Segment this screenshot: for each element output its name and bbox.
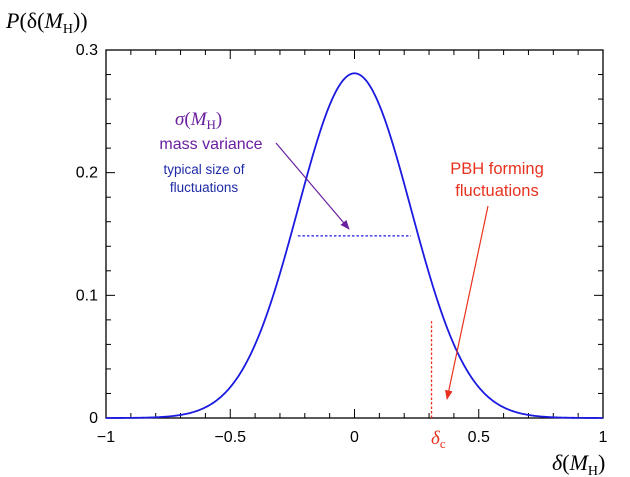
- probability-distribution-curve: [106, 72, 603, 419]
- plot-frame: [105, 49, 604, 419]
- pbh-forming-label-line-2: fluctuations: [455, 182, 538, 200]
- pbh-forming-label: PBH forming: [450, 160, 544, 178]
- x-tick-label: 1: [599, 429, 608, 446]
- y-tick-label: 0.3: [76, 42, 98, 59]
- y-tick-label: 0: [89, 410, 98, 427]
- y-tick-label: 0.1: [76, 287, 98, 304]
- axis-ticks: [105, 49, 604, 419]
- mass-variance-label: mass variance: [159, 136, 262, 153]
- y-tick-label: 0.2: [76, 165, 98, 182]
- typical-size-label-line-2: fluctuations: [170, 180, 239, 195]
- x-tick-label: 0: [350, 429, 359, 446]
- delta-c-label: δc: [431, 428, 446, 451]
- y-tick-labels: 0 0.1 0.2 0.3: [76, 42, 98, 427]
- sigma-symbol-label: σ(MH): [175, 109, 222, 132]
- y-axis-label: P(δ(MH)): [5, 8, 88, 37]
- x-tick-label: −0.5: [214, 429, 246, 446]
- x-tick-label: 0.5: [468, 429, 490, 446]
- x-tick-labels: −1 −0.5 0 0.5 1: [97, 429, 608, 446]
- x-tick-label: −1: [97, 429, 115, 446]
- sigma-arrow: [275, 142, 350, 230]
- typical-size-label: typical size of: [163, 162, 244, 177]
- pbh-arrow: [445, 205, 489, 400]
- x-axis-label: δ(MH): [552, 450, 605, 477]
